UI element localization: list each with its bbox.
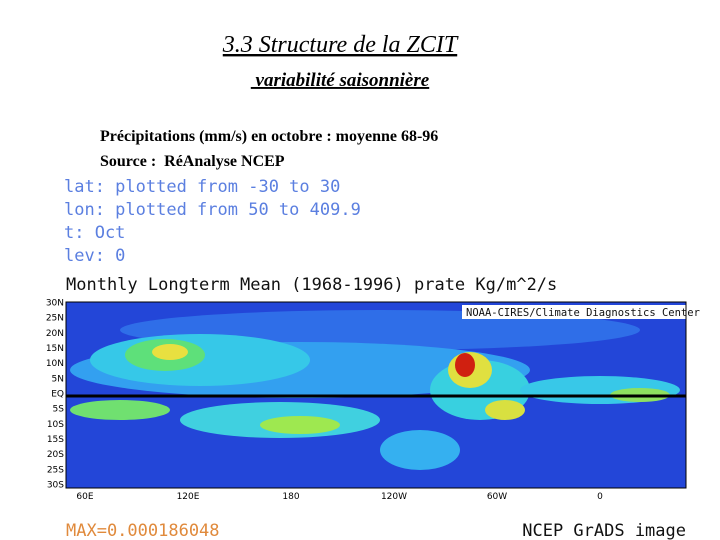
slide-title: 3.3 Structure de la ZCIT <box>222 32 459 58</box>
lat-label: 5N <box>52 374 64 384</box>
lon-label: 180 <box>282 492 299 502</box>
plot-info: lat: plotted from -30 to 30 <box>64 177 340 197</box>
lon-label: 60E <box>76 492 93 502</box>
lon-label: 120W <box>381 492 407 502</box>
lon-label: 0 <box>597 492 603 502</box>
description-line: Source : RéAnalyse NCEP <box>100 153 285 170</box>
lat-labels: 30N 25N 20N 15N 10N 5N EQ 5S 10S 15S 20S 25S 30S <box>46 299 64 491</box>
lat-label: 10N <box>46 359 64 369</box>
map-field <box>380 430 460 470</box>
credit-box <box>462 305 686 319</box>
lat-label: EQ <box>51 390 64 400</box>
lat-label: 30N <box>46 299 64 309</box>
plot-info: t: Oct <box>64 223 125 243</box>
map-title: Monthly Longterm Mean (1968-1996) prate … <box>66 275 557 295</box>
lon-label: 60W <box>487 492 507 502</box>
plot-info: lev: 0 <box>64 246 125 266</box>
map-field <box>260 416 340 434</box>
max-value: MAX=0.000186048 <box>66 521 220 540</box>
map-field <box>152 344 188 360</box>
lat-label: 15S <box>47 435 64 445</box>
lon-label: 120E <box>177 492 200 502</box>
lat-label: 10S <box>47 420 64 430</box>
map-credit: NOAA-CIRES/Climate Diagnostics Center <box>466 307 700 319</box>
lat-label: 20N <box>46 329 64 339</box>
lat-label: 5S <box>53 405 65 415</box>
image-source: NCEP GrADS image <box>522 521 686 540</box>
map-field <box>485 400 525 420</box>
lat-label: 30S <box>47 481 64 491</box>
map-frame <box>65 301 687 489</box>
lat-label: 25S <box>47 465 64 475</box>
plot-info: lon: plotted from 50 to 409.9 <box>64 200 361 220</box>
lat-label: 15N <box>46 344 64 354</box>
map-field <box>455 353 475 377</box>
lat-label: 20S <box>47 450 64 460</box>
lat-label: 25N <box>46 314 64 324</box>
precipitation-map: NOAA-CIRES/Climate Diagnostics Center <box>65 301 700 489</box>
slide-subtitle: variabilité saisonnière <box>251 70 430 91</box>
map-field <box>70 400 170 420</box>
description-line: Précipitations (mm/s) en octobre : moyen… <box>100 128 438 145</box>
lon-labels: 60E 120E 180 120W 60W 0 <box>76 492 603 502</box>
